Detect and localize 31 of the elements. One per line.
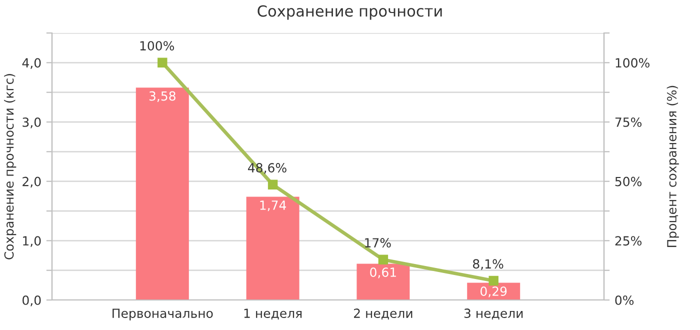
bar	[356, 264, 410, 300]
bar	[136, 88, 189, 300]
x-tick-label: 2 недели	[354, 308, 412, 320]
y-tick-label: 0,0	[22, 295, 41, 306]
x-tick-label: 3 недели	[464, 308, 523, 320]
data-label: 17%	[365, 238, 391, 248]
x-tick-label: 1 неделя	[244, 308, 302, 320]
y2-tick-label: 25%	[615, 236, 642, 246]
x-tick-label: Первоначально	[112, 308, 213, 320]
point	[268, 180, 278, 190]
bar	[246, 196, 300, 300]
chart-title: Сохранение прочности	[258, 5, 442, 20]
y-tick-label: 2,0	[22, 176, 41, 188]
data-label: 100%	[140, 41, 174, 51]
point	[488, 276, 498, 286]
point	[158, 58, 168, 68]
y2-tick-label: 100%	[616, 58, 650, 68]
data-label: 1,74	[260, 200, 286, 212]
data-label: 0,29	[480, 286, 507, 298]
y2-axis-title: Процент сохранения (%)	[666, 86, 679, 247]
y-tick-label: 4,0	[22, 58, 41, 69]
data-label: 8,1%	[473, 259, 504, 270]
point	[378, 254, 388, 265]
y2-tick-label: 50%	[615, 176, 642, 186]
data-label: 3,58	[149, 91, 176, 102]
y-axis-title: Сохранение прочности (кгс)	[4, 74, 16, 260]
y2-tick-label: 0%	[615, 295, 634, 305]
y2-tick-label: 75%	[615, 117, 642, 127]
data-label: 0,61	[370, 268, 396, 278]
y-tick-label: 1,0	[23, 236, 41, 247]
y-tick-label: 3,0	[22, 117, 41, 128]
